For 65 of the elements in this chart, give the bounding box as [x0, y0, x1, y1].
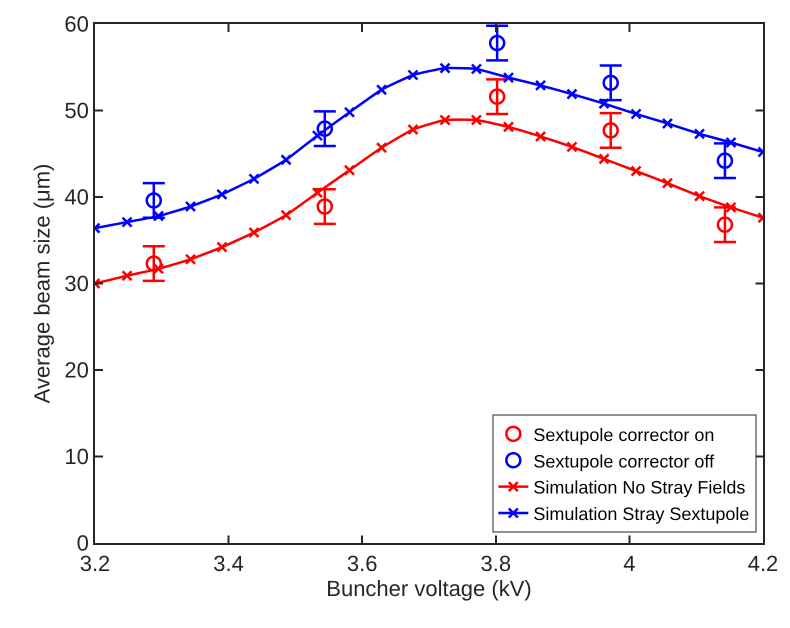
point [248, 226, 260, 238]
x-tick-label: 4 [623, 551, 636, 576]
point [716, 216, 734, 233]
point [534, 80, 546, 92]
point [121, 216, 133, 228]
point [662, 118, 674, 130]
point [146, 255, 162, 272]
point [566, 88, 578, 100]
point [602, 122, 619, 139]
point [439, 114, 451, 126]
point [725, 136, 737, 148]
legend-label: Simulation No Stray Fields [533, 478, 746, 498]
point [534, 130, 546, 142]
point [470, 63, 482, 75]
point [121, 270, 133, 282]
point [146, 192, 162, 209]
point [725, 202, 737, 214]
x-tick-label: 3.6 [346, 551, 378, 576]
point [439, 62, 451, 74]
y-tick-label: 60 [64, 12, 89, 37]
point [488, 88, 506, 105]
point [598, 153, 610, 165]
x-axis-title: Buncher voltage (kV) [326, 576, 532, 602]
point [502, 121, 514, 133]
point [280, 209, 292, 221]
point [598, 98, 610, 110]
point [312, 130, 324, 142]
point [344, 106, 356, 118]
y-axis-title: Average beam size (μm) [30, 164, 55, 404]
legend-label: Sextupole corrector off [533, 451, 716, 472]
point [566, 141, 578, 153]
x-tick-label: 3.4 [213, 551, 244, 576]
point [184, 200, 196, 212]
y-tick-label: 20 [64, 358, 89, 383]
point [216, 188, 228, 200]
point [344, 164, 356, 176]
point [316, 120, 334, 137]
point [248, 173, 260, 185]
point [694, 128, 706, 140]
point [630, 108, 642, 120]
point [407, 69, 419, 81]
y-tick-label: 40 [64, 184, 89, 210]
y-tick-label: 10 [64, 444, 89, 470]
y-tick-label: 30 [64, 271, 89, 296]
legend-label: Sextupole corrector on [533, 424, 714, 445]
point [470, 114, 482, 126]
point [280, 154, 292, 166]
point [184, 254, 196, 266]
point [502, 72, 514, 84]
point [376, 142, 388, 154]
point [312, 186, 324, 198]
point [216, 241, 228, 253]
point [630, 165, 642, 177]
point [488, 34, 506, 52]
point [316, 198, 334, 215]
y-tick-label: 50 [64, 98, 89, 124]
point [602, 74, 619, 92]
point [716, 152, 734, 169]
legend-label: Simulation Stray Sextupole [533, 504, 750, 524]
point [407, 124, 419, 136]
point [662, 177, 674, 189]
x-tick-label: 3.8 [480, 551, 512, 576]
point [376, 84, 388, 96]
point [694, 190, 706, 202]
x-tick-label: 4.2 [748, 551, 778, 576]
